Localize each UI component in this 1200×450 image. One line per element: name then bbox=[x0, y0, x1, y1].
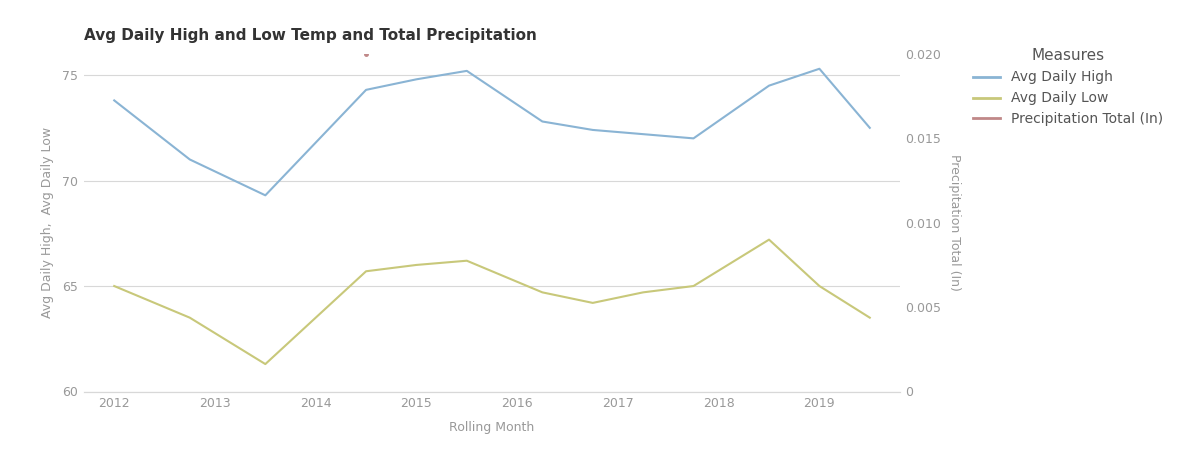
Y-axis label: Avg Daily High,  Avg Daily Low: Avg Daily High, Avg Daily Low bbox=[41, 127, 54, 318]
X-axis label: Rolling Month: Rolling Month bbox=[449, 421, 535, 434]
Text: Avg Daily High and Low Temp and Total Precipitation: Avg Daily High and Low Temp and Total Pr… bbox=[84, 28, 536, 43]
Legend: Avg Daily High, Avg Daily Low, Precipitation Total (In): Avg Daily High, Avg Daily Low, Precipita… bbox=[967, 43, 1169, 132]
Y-axis label: Precipitation Total (In): Precipitation Total (In) bbox=[948, 154, 961, 291]
